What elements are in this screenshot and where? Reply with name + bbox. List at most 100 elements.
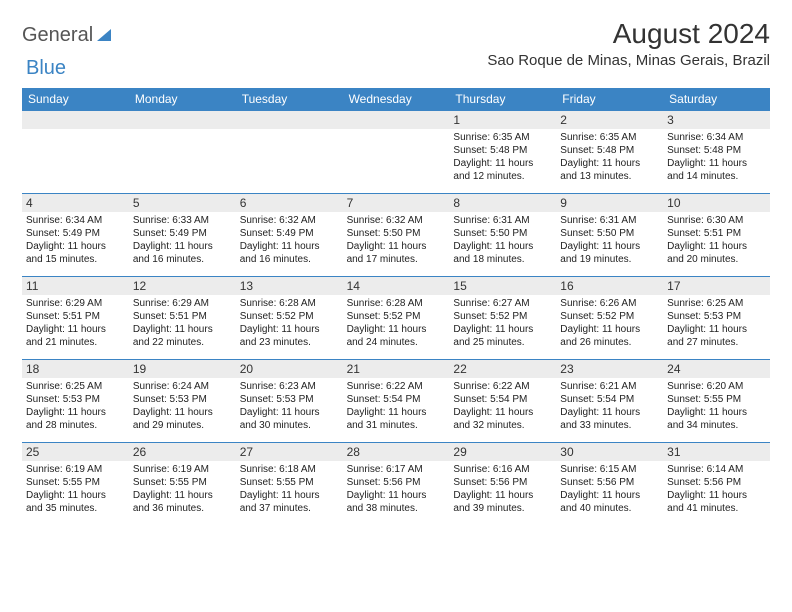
day-detail-line: Sunset: 5:56 PM <box>560 476 659 489</box>
day-detail-line: and 40 minutes. <box>560 502 659 515</box>
day-detail-line: Sunset: 5:56 PM <box>667 476 766 489</box>
day-detail-line: Sunset: 5:50 PM <box>453 227 552 240</box>
day-number-row: 19 <box>129 360 236 378</box>
day-number-row: 22 <box>449 360 556 378</box>
day-detail-line: and 24 minutes. <box>347 336 446 349</box>
day-detail-line: Daylight: 11 hours <box>240 240 339 253</box>
day-detail-line: and 16 minutes. <box>133 253 232 266</box>
day-detail-line: and 37 minutes. <box>240 502 339 515</box>
day-detail-line: Sunrise: 6:19 AM <box>133 463 232 476</box>
day-detail-line: Daylight: 11 hours <box>347 240 446 253</box>
day-detail-line: and 41 minutes. <box>667 502 766 515</box>
day-detail-line: Daylight: 11 hours <box>133 489 232 502</box>
day-number: 4 <box>26 196 33 210</box>
day-detail-line: Sunrise: 6:28 AM <box>240 297 339 310</box>
day-number-row: 7 <box>343 194 450 212</box>
day-detail-line: Daylight: 11 hours <box>347 323 446 336</box>
day-detail-line: Sunset: 5:52 PM <box>453 310 552 323</box>
day-detail-line: Sunrise: 6:29 AM <box>133 297 232 310</box>
weekday-header: Tuesday <box>236 88 343 110</box>
day-number: 17 <box>667 279 680 293</box>
day-number: 24 <box>667 362 680 376</box>
day-number: 20 <box>240 362 253 376</box>
day-number <box>347 113 350 127</box>
weekday-header: Saturday <box>663 88 770 110</box>
calendar-day: 6Sunrise: 6:32 AMSunset: 5:49 PMDaylight… <box>236 194 343 276</box>
day-detail-line: Sunrise: 6:15 AM <box>560 463 659 476</box>
day-number: 18 <box>26 362 39 376</box>
day-number-row: 31 <box>663 443 770 461</box>
calendar-day: 4Sunrise: 6:34 AMSunset: 5:49 PMDaylight… <box>22 194 129 276</box>
calendar-day: 7Sunrise: 6:32 AMSunset: 5:50 PMDaylight… <box>343 194 450 276</box>
calendar-week: 11Sunrise: 6:29 AMSunset: 5:51 PMDayligh… <box>22 276 770 359</box>
day-number-row: 25 <box>22 443 129 461</box>
calendar-week: 4Sunrise: 6:34 AMSunset: 5:49 PMDaylight… <box>22 193 770 276</box>
day-detail-line: Sunrise: 6:29 AM <box>26 297 125 310</box>
day-number-row: 12 <box>129 277 236 295</box>
day-detail-line: Daylight: 11 hours <box>667 489 766 502</box>
day-detail-line: Sunrise: 6:30 AM <box>667 214 766 227</box>
day-detail-line: and 14 minutes. <box>667 170 766 183</box>
day-number-row: 18 <box>22 360 129 378</box>
day-number-row: 20 <box>236 360 343 378</box>
day-number: 1 <box>453 113 460 127</box>
day-detail-line: Daylight: 11 hours <box>560 406 659 419</box>
day-number: 28 <box>347 445 360 459</box>
day-number-row <box>129 111 236 129</box>
page-subtitle: Sao Roque de Minas, Minas Gerais, Brazil <box>487 52 770 69</box>
day-number-row: 30 <box>556 443 663 461</box>
day-detail-line: Daylight: 11 hours <box>26 240 125 253</box>
calendar-day: 22Sunrise: 6:22 AMSunset: 5:54 PMDayligh… <box>449 360 556 442</box>
day-detail-line: Sunset: 5:55 PM <box>133 476 232 489</box>
calendar-day: 14Sunrise: 6:28 AMSunset: 5:52 PMDayligh… <box>343 277 450 359</box>
day-number: 19 <box>133 362 146 376</box>
day-detail-line: Sunrise: 6:23 AM <box>240 380 339 393</box>
day-detail-line: and 12 minutes. <box>453 170 552 183</box>
weekday-header: Thursday <box>449 88 556 110</box>
day-detail-line: Daylight: 11 hours <box>667 240 766 253</box>
day-number-row: 8 <box>449 194 556 212</box>
calendar-day: 10Sunrise: 6:30 AMSunset: 5:51 PMDayligh… <box>663 194 770 276</box>
day-detail-line: Sunrise: 6:24 AM <box>133 380 232 393</box>
day-detail-line: Sunrise: 6:21 AM <box>560 380 659 393</box>
day-number: 13 <box>240 279 253 293</box>
calendar-day: 3Sunrise: 6:34 AMSunset: 5:48 PMDaylight… <box>663 111 770 193</box>
day-number-row: 3 <box>663 111 770 129</box>
day-detail-line: Sunrise: 6:25 AM <box>26 380 125 393</box>
day-detail-line: Daylight: 11 hours <box>560 323 659 336</box>
calendar-day <box>343 111 450 193</box>
day-number: 8 <box>453 196 460 210</box>
day-detail-line: Sunrise: 6:32 AM <box>347 214 446 227</box>
day-detail-line: Daylight: 11 hours <box>240 406 339 419</box>
day-number-row: 9 <box>556 194 663 212</box>
day-detail-line: Sunrise: 6:19 AM <box>26 463 125 476</box>
title-block: August 2024 Sao Roque de Minas, Minas Ge… <box>487 18 770 69</box>
day-number-row <box>236 111 343 129</box>
day-detail-line: Sunrise: 6:31 AM <box>560 214 659 227</box>
calendar-day: 2Sunrise: 6:35 AMSunset: 5:48 PMDaylight… <box>556 111 663 193</box>
day-detail-line: and 17 minutes. <box>347 253 446 266</box>
calendar: SundayMondayTuesdayWednesdayThursdayFrid… <box>22 88 770 525</box>
calendar-day: 25Sunrise: 6:19 AMSunset: 5:55 PMDayligh… <box>22 443 129 525</box>
day-detail-line: and 28 minutes. <box>26 419 125 432</box>
day-detail-line: Daylight: 11 hours <box>453 157 552 170</box>
day-detail-line: and 21 minutes. <box>26 336 125 349</box>
calendar-day: 15Sunrise: 6:27 AMSunset: 5:52 PMDayligh… <box>449 277 556 359</box>
calendar-day: 24Sunrise: 6:20 AMSunset: 5:55 PMDayligh… <box>663 360 770 442</box>
weekday-header-row: SundayMondayTuesdayWednesdayThursdayFrid… <box>22 88 770 110</box>
calendar-day: 11Sunrise: 6:29 AMSunset: 5:51 PMDayligh… <box>22 277 129 359</box>
day-detail-line: Sunset: 5:52 PM <box>560 310 659 323</box>
day-detail-line: Sunrise: 6:18 AM <box>240 463 339 476</box>
day-detail-line: Sunset: 5:48 PM <box>560 144 659 157</box>
logo-word1: General <box>22 24 93 47</box>
day-detail-line: Daylight: 11 hours <box>240 323 339 336</box>
day-number-row: 17 <box>663 277 770 295</box>
weekday-header: Wednesday <box>343 88 450 110</box>
day-detail-line: Sunrise: 6:26 AM <box>560 297 659 310</box>
day-detail-line: Sunset: 5:51 PM <box>26 310 125 323</box>
day-detail-line: Sunrise: 6:32 AM <box>240 214 339 227</box>
day-detail-line: and 35 minutes. <box>26 502 125 515</box>
day-detail-line: Sunrise: 6:20 AM <box>667 380 766 393</box>
day-number: 3 <box>667 113 674 127</box>
day-detail-line: Sunset: 5:53 PM <box>26 393 125 406</box>
